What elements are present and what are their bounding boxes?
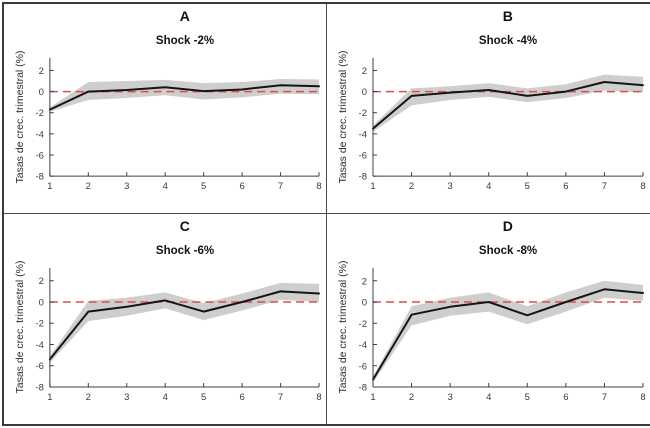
panel-a-letter: A	[179, 8, 191, 24]
panel-a-y-axis-label: Tasas de crec. trimestral (%)	[14, 50, 26, 184]
chart-d: 1 2 3 4 5 6 7 8 2 0 -2 -4 -6 -8	[359, 268, 646, 403]
x-tick-label: 7	[278, 181, 283, 192]
x-tick-label: 2	[409, 181, 414, 192]
y-tick-label: -2	[359, 108, 367, 119]
x-tick-label: 8	[640, 392, 645, 403]
panel-b: 1 2 3 4 5 6 7 8 2 0 -2 -4 -6 -8 B Shock -4% Tasas de …	[327, 4, 650, 214]
chart-a: 1 2 3 4 5 6 7 8 2 0 -2 -4 -6 -8	[35, 57, 322, 192]
y-tick-label: 2	[362, 66, 367, 77]
y-tick-label: -2	[35, 108, 43, 119]
x-tick-label: 4	[163, 181, 168, 192]
y-tick-label: -4	[35, 340, 43, 351]
x-tick-label: 1	[47, 181, 52, 192]
x-tick-label: 6	[239, 392, 244, 403]
panel-a: 1 2 3 4 5 6 7 8 2 0 -2 -4 -6 -8 A Shock -2% Tasas de …	[4, 4, 327, 214]
y-tick-label: -8	[359, 383, 367, 394]
x-tick-label: 1	[370, 181, 375, 192]
x-tick-label: 8	[640, 181, 645, 192]
x-tick-label: 2	[86, 181, 91, 192]
panel-d-y-axis-label: Tasas de crec. trimestral (%)	[337, 260, 349, 394]
confidence-band	[373, 280, 643, 383]
x-tick-label: 5	[201, 181, 206, 192]
confidence-band	[49, 78, 320, 112]
y-tick-label: -4	[359, 129, 367, 140]
y-tick-label: -8	[35, 382, 43, 393]
x-tick-label: 1	[47, 392, 52, 403]
panel-c-subtitle: Shock -6%	[155, 245, 215, 257]
x-tick-label: 5	[201, 392, 206, 403]
panel-a-subtitle: Shock -2%	[155, 35, 215, 47]
x-tick-label: 6	[563, 181, 568, 192]
response-line	[372, 81, 644, 130]
x-tick-label: 2	[86, 392, 91, 403]
x-tick-label: 4	[486, 181, 491, 192]
y-tick-label: 0	[362, 87, 367, 98]
response-line	[48, 84, 321, 111]
y-tick-label: 2	[39, 276, 44, 287]
y-tick-label: 0	[39, 297, 44, 308]
x-tick-label: 7	[278, 392, 283, 403]
x-tick-label: 8	[316, 181, 321, 192]
x-tick-label: 4	[163, 392, 168, 403]
panel-d-letter: D	[502, 218, 514, 234]
x-tick-label: 4	[486, 392, 491, 403]
y-tick-label: -8	[359, 172, 367, 183]
y-tick-label: -6	[359, 361, 367, 372]
y-tick-label: -4	[35, 129, 43, 140]
panel-c: 1 2 3 4 5 6 7 8 2 0 -2 -4 -6 -8 C Shock -6% Tasas de …	[4, 214, 327, 424]
x-tick-label: 1	[370, 392, 375, 403]
response-line	[372, 288, 644, 381]
x-tick-label: 7	[602, 181, 607, 192]
x-tick-label: 6	[239, 181, 244, 192]
x-tick-label: 8	[316, 392, 321, 403]
panel-d-subtitle: Shock -8%	[478, 245, 538, 257]
y-tick-label: 2	[39, 66, 44, 77]
panel-d: 1 2 3 4 5 6 7 8 2 0 -2 -4 -6 -8 D Shock -8% Tasas de …	[327, 214, 650, 424]
y-tick-label: -8	[35, 172, 43, 183]
x-tick-label: 6	[563, 392, 568, 403]
panel-b-subtitle: Shock -4%	[478, 35, 538, 47]
x-tick-label: 5	[525, 392, 530, 403]
x-tick-label: 7	[602, 392, 607, 403]
x-tick-label: 5	[525, 181, 530, 192]
response-line	[48, 290, 321, 361]
panel-b-letter: B	[502, 8, 514, 24]
panel-b-y-axis-label: Tasas de crec. trimestral (%)	[337, 50, 349, 184]
y-tick-label: 0	[362, 298, 367, 309]
panel-c-letter: C	[179, 218, 191, 234]
x-tick-label: 3	[124, 181, 129, 192]
x-tick-label: 3	[447, 392, 452, 403]
x-tick-label: 3	[447, 181, 452, 192]
y-tick-label: -4	[359, 340, 367, 351]
chart-c: 1 2 3 4 5 6 7 8 2 0 -2 -4 -6 -8	[35, 268, 322, 403]
confidence-band	[49, 282, 320, 363]
x-tick-label: 3	[124, 392, 129, 403]
y-tick-label: -6	[359, 151, 367, 162]
y-tick-label: -6	[35, 361, 43, 372]
y-tick-label: -6	[35, 151, 43, 162]
panel-c-y-axis-label: Tasas de crec. trimestral (%)	[14, 260, 26, 394]
y-tick-label: -2	[35, 319, 43, 330]
y-tick-label: -2	[359, 319, 367, 330]
chart-b: 1 2 3 4 5 6 7 8 2 0 -2 -4 -6 -8	[359, 57, 646, 192]
y-tick-label: 2	[362, 276, 367, 287]
y-tick-label: 0	[39, 87, 44, 98]
x-tick-label: 2	[409, 392, 414, 403]
